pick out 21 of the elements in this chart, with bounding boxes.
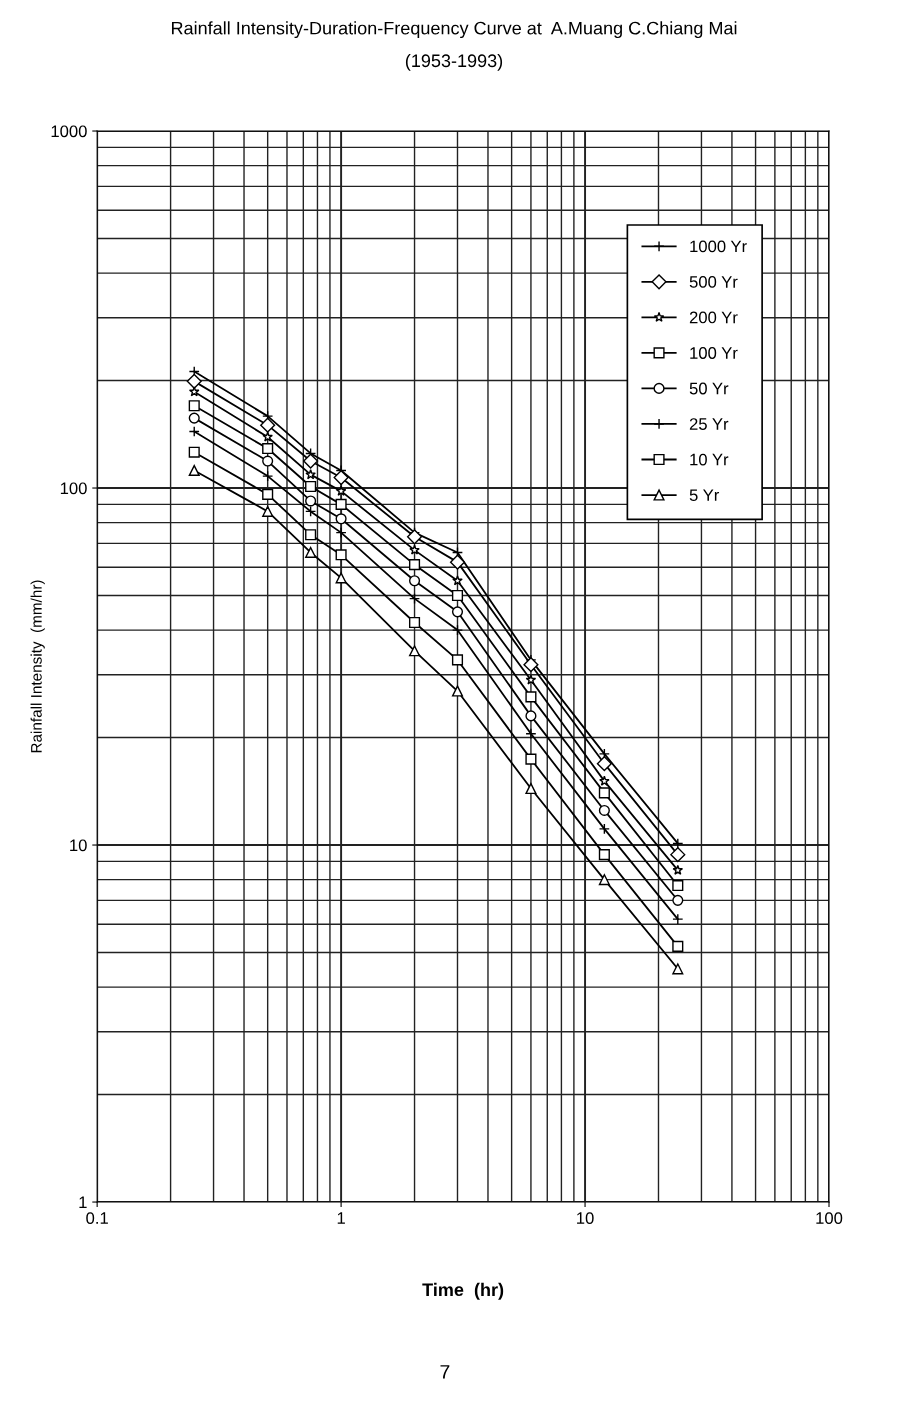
legend-label: 1000 Yr xyxy=(690,240,747,253)
y-tick-label: 100 xyxy=(60,482,87,495)
legend-label: 10 Yr xyxy=(690,453,729,466)
x-axis-title: Time (hr) xyxy=(422,1282,504,1300)
text: 7 xyxy=(440,1365,450,1379)
x-tick-label: 0.1 xyxy=(86,1212,108,1224)
legend-label: 5 Yr xyxy=(689,489,720,502)
y-axis-title: Rainfall Intensity (mm/hr) xyxy=(30,580,45,753)
legend-label: 200 Yr xyxy=(689,311,738,324)
legend-label: 50 Yr xyxy=(689,382,729,395)
legend-label: 25 Yr xyxy=(689,418,729,430)
y-tick-label: 1000 xyxy=(51,125,87,138)
y-tick-label: 10 xyxy=(70,839,87,852)
x-tick-label: 100 xyxy=(816,1212,843,1224)
x-tick-label: 1 xyxy=(337,1212,345,1224)
chart-subtitle: (1953-1993) xyxy=(405,53,503,71)
y-tick-label: 1 xyxy=(79,1196,87,1209)
legend-label: 500 Yr xyxy=(689,276,738,288)
x-tick-label: 10 xyxy=(577,1212,594,1224)
legend-label: 100 Yr xyxy=(690,347,738,359)
chart-title: Rainfall Intensity-Duration-Frequency Curve at A.Muang C.Chiang Mai xyxy=(171,21,737,39)
